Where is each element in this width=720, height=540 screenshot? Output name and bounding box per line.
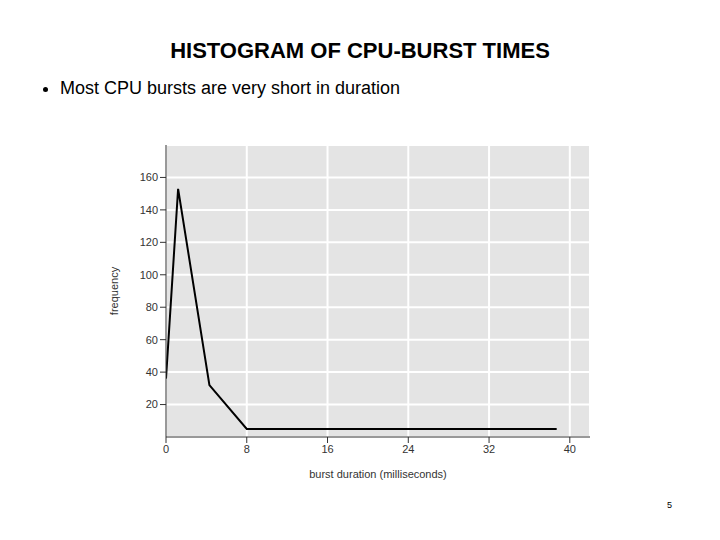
html-text:HISTOGRAM OF CPU-BURST TIMES: HISTOGRAM OF CPU-BURST TIMES	[170, 38, 550, 63]
svg-text:140: 140	[140, 204, 158, 216]
svg-text:40: 40	[564, 443, 576, 455]
html-text:Most CPU bursts are very short: Most CPU bursts are very short in durati…	[60, 78, 401, 98]
svg-text:16: 16	[321, 443, 333, 455]
svg-text:40: 40	[146, 366, 158, 378]
svg-text:8: 8	[244, 443, 250, 455]
svg-text:0: 0	[163, 443, 169, 455]
svg-text:frequency: frequency	[108, 266, 120, 315]
html-text:5: 5	[667, 500, 672, 510]
svg-text:100: 100	[140, 269, 158, 281]
svg-text:80: 80	[146, 301, 158, 313]
svg-text:32: 32	[483, 443, 495, 455]
svg-text:60: 60	[146, 334, 158, 346]
svg-text:20: 20	[146, 398, 158, 410]
svg-text:160: 160	[140, 171, 158, 183]
svg-text:24: 24	[402, 443, 414, 455]
svg-text:120: 120	[140, 236, 158, 248]
svg-text:burst duration (milliseconds): burst duration (milliseconds)	[309, 468, 447, 480]
